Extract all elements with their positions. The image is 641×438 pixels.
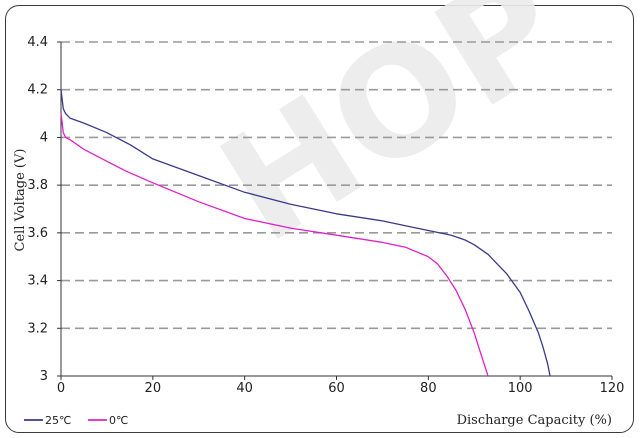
y-tick-label: 3.4 — [27, 274, 48, 289]
x-tick-label: 20 — [145, 381, 162, 396]
y-tick-label: 4.4 — [27, 35, 48, 50]
x-tick-label: 80 — [420, 381, 437, 396]
watermark: HOP — [193, 0, 593, 277]
y-tick-label: 4 — [40, 130, 48, 145]
y-axis-label: Cell Voltage (V) — [13, 149, 28, 252]
tick-labels: 0 20 40 60 80 100 120 3 3.2 3.4 3.6 3.8 4 4.2 4.4 — [27, 35, 624, 396]
x-tick-label: 0 — [57, 381, 65, 396]
x-tick-label: 60 — [328, 381, 345, 396]
axes — [57, 41, 613, 380]
x-tick-label: 40 — [236, 381, 253, 396]
y-tick-label: 4.2 — [27, 83, 48, 98]
x-axis-label: Discharge Capacity (%) — [457, 413, 612, 428]
y-tick-label: 3.2 — [27, 321, 48, 336]
chart-frame — [5, 5, 634, 433]
y-tick-label: 3.6 — [27, 226, 48, 241]
series-layer — [60, 89, 551, 377]
x-tick-label: 100 — [508, 381, 533, 396]
y-tick-label: 3.8 — [27, 178, 48, 193]
legend-label-0c: 0℃ — [109, 414, 128, 427]
watermark-text: HOP — [193, 0, 593, 277]
legend-label-25c: 25℃ — [45, 414, 71, 427]
series-line-0c — [60, 113, 489, 377]
legend: 25℃ 0℃ — [24, 414, 128, 427]
series-line-25c — [60, 89, 551, 377]
y-tick-label: 3 — [40, 369, 48, 384]
grid-lines — [61, 41, 612, 330]
x-tick-label: 120 — [600, 381, 625, 396]
